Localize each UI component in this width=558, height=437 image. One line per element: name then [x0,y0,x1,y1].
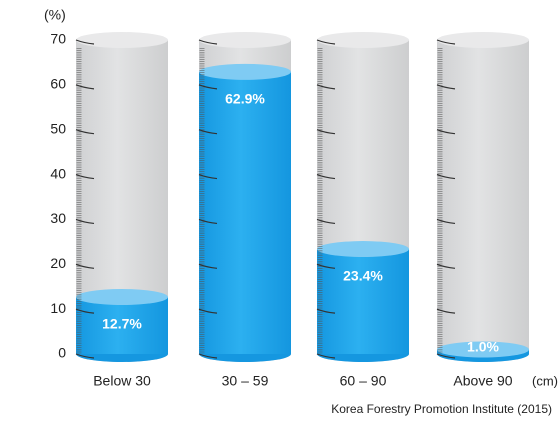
tick-mark [436,174,456,180]
tick-mark [436,84,456,90]
tick-mark [75,129,95,135]
value-label: 62.9% [225,91,265,107]
y-unit: (%) [44,7,66,23]
cylinder-top [76,32,168,48]
tick-mark [75,218,95,225]
tick-mark [436,308,456,314]
y-tick-label: 40 [50,165,66,181]
bar [317,249,409,354]
y-tick-label: 10 [50,300,66,316]
y-tick-label: 70 [50,31,66,47]
fill-top [317,241,409,258]
tick-mark [198,129,218,135]
tick-mark [436,263,456,269]
cylinder-body [437,40,529,354]
x-tick-label: 60 – 90 [340,373,387,389]
value-label: 12.7% [102,316,142,332]
tick-mark [198,353,218,359]
tick-mark [198,39,218,45]
x-tick-label: Below 30 [93,373,151,389]
y-tick-label: 30 [50,210,66,226]
tick-mark [316,263,336,269]
tick-mark [436,353,456,359]
value-label: 23.4% [343,268,383,284]
tick-mark [316,218,336,225]
source: Korea Forestry Promotion Institute (2015… [331,402,552,416]
fill-top [437,341,529,358]
cylinder-top [437,32,529,48]
tick-mark [75,263,95,269]
tick-mark [75,84,95,90]
tick-mark [198,308,218,314]
tick-mark [75,308,95,314]
tick-mark [436,39,456,45]
tick-mark [316,129,336,135]
x-unit: (cm) [532,373,558,388]
x-tick-label: 30 – 59 [222,373,269,389]
tick-mark [198,174,218,180]
x-tick-label: Above 90 [453,373,512,389]
bar [199,71,291,354]
tick-mark [198,263,218,269]
y-tick-label: 20 [50,255,66,271]
tick-mark [75,39,95,45]
cylinder-top [199,32,291,48]
tick-mark [316,84,336,90]
fill-top [76,289,168,306]
tick-mark [316,174,336,180]
tick-mark [316,353,336,359]
tick-mark [316,308,336,314]
y-tick-label: 50 [50,120,66,136]
tick-mark [436,129,456,135]
cylinder-top [317,32,409,48]
bar [76,297,168,354]
y-tick-label: 60 [50,76,66,92]
tick-mark [436,218,456,225]
tick-mark [316,39,336,45]
tick-mark [198,218,218,225]
y-tick-label: 0 [58,345,66,361]
tick-mark [198,84,218,90]
tick-mark [75,174,95,180]
fill-top [199,63,291,80]
tick-mark [75,353,95,359]
value-label: 1.0% [467,339,499,355]
